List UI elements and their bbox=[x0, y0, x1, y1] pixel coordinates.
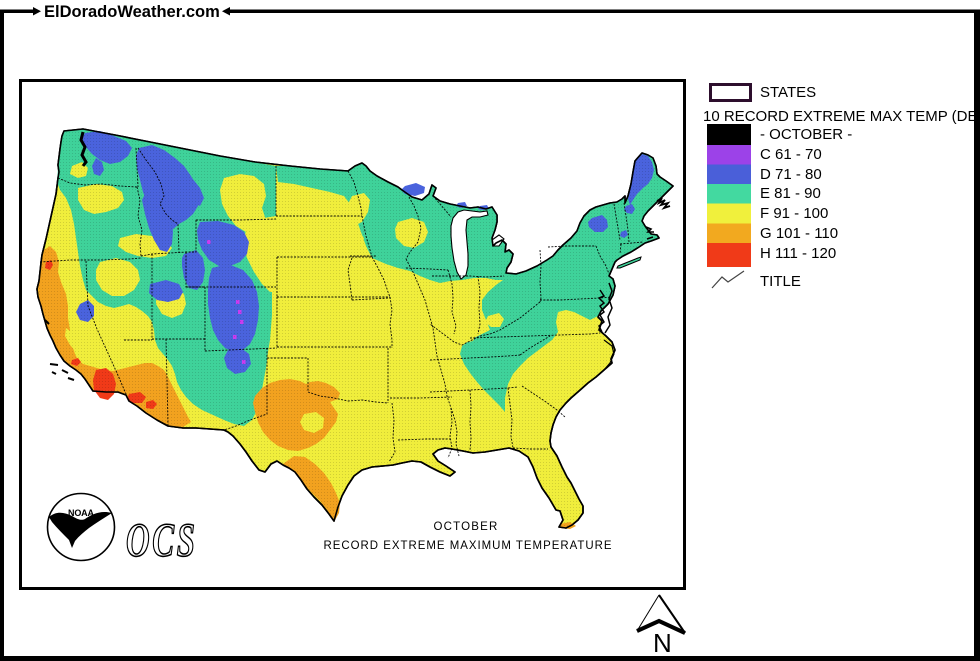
svg-text:F 91 - 100: F 91 - 100 bbox=[760, 205, 828, 222]
svg-text:G 101 - 110: G 101 - 110 bbox=[760, 225, 838, 242]
svg-text:D 71 - 80: D 71 - 80 bbox=[760, 166, 822, 183]
svg-text:N: N bbox=[653, 628, 672, 658]
svg-text:STATES: STATES bbox=[760, 84, 816, 101]
svg-text:10 RECORD EXTREME MAX TEMP (DE: 10 RECORD EXTREME MAX TEMP (DEG_F bbox=[703, 108, 980, 125]
svg-text:NOAA: NOAA bbox=[68, 508, 95, 518]
svg-text:TITLE: TITLE bbox=[760, 273, 801, 290]
svg-text:C 61 - 70: C 61 - 70 bbox=[760, 146, 822, 163]
svg-text:- OCTOBER -: - OCTOBER - bbox=[760, 126, 852, 143]
svg-text:RECORD EXTREME MAXIMUM TEMP: RECORD EXTREME MAXIMUM TEMPERATURE bbox=[324, 540, 613, 552]
svg-text:OCS: OCS bbox=[126, 513, 198, 567]
svg-text:E 81 - 90: E 81 - 90 bbox=[760, 185, 821, 202]
svg-text:OCTOBER: OCTOBER bbox=[433, 521, 498, 533]
svg-text:H 111 - 120: H 111 - 120 bbox=[760, 245, 836, 262]
svg-text:ElDoradoWeather.com: ElDoradoWeather.com bbox=[44, 3, 220, 21]
